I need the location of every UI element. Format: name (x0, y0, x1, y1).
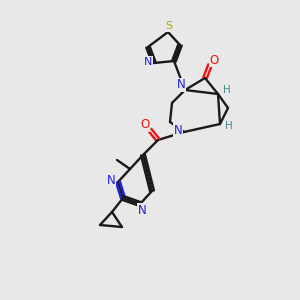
Text: O: O (140, 118, 150, 131)
Text: H: H (225, 121, 233, 131)
Text: H: H (223, 85, 231, 95)
Text: N: N (138, 203, 146, 217)
Text: N: N (174, 124, 182, 136)
Text: O: O (209, 53, 219, 67)
Text: N: N (177, 79, 185, 92)
Text: N: N (144, 57, 152, 67)
Text: N: N (106, 175, 116, 188)
Text: S: S (165, 21, 172, 31)
